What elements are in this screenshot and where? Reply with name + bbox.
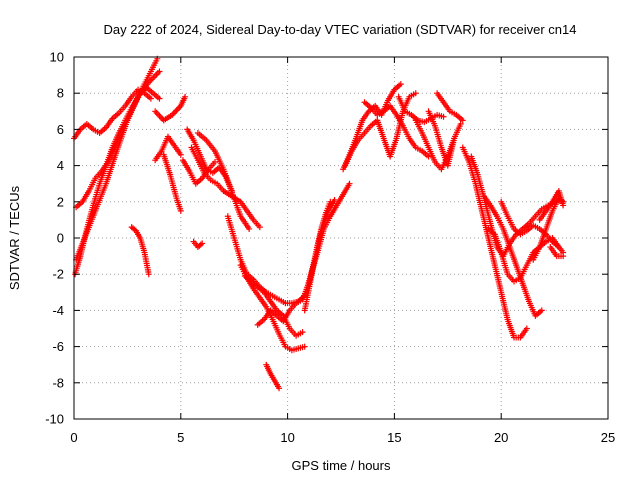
data-marks [71, 55, 567, 392]
x-tick-label: 5 [177, 430, 184, 445]
series-sat-af [498, 198, 567, 256]
data-point [560, 202, 567, 209]
series-sat-e [128, 224, 152, 278]
data-point [147, 95, 154, 102]
data-point [182, 93, 189, 100]
y-tick-label: -2 [52, 267, 64, 282]
series-sat-ag [530, 195, 567, 263]
data-point [440, 113, 447, 120]
data-point [145, 271, 152, 278]
grid [74, 57, 608, 419]
x-tick-label: 20 [494, 430, 508, 445]
y-tick-label: 10 [50, 50, 64, 65]
x-tick-label: 10 [280, 430, 294, 445]
y-tick-label: -6 [52, 339, 64, 354]
data-point [331, 196, 338, 203]
series-sat-z [425, 108, 464, 169]
data-point [246, 225, 253, 232]
y-tick-label: 4 [57, 158, 64, 173]
data-point [397, 81, 404, 88]
series-sat-r [263, 361, 283, 392]
y-axis: -10 -8 -6 -4 -2 0 2 4 6 8 10 [45, 50, 608, 427]
series-sat-s [282, 180, 353, 307]
series-sat-l [188, 144, 263, 231]
data-point [256, 224, 263, 231]
series-sat-d [73, 68, 163, 263]
y-axis-label: SDTVAR / TECUs [7, 185, 22, 290]
x-axis-label: GPS time / hours [292, 458, 391, 473]
series-sat-m [190, 238, 206, 251]
data-point [177, 151, 184, 158]
y-tick-label: 6 [57, 122, 64, 137]
data-point [425, 153, 432, 160]
series-sat-ai [547, 244, 567, 260]
data-point [156, 68, 163, 75]
series-sat-g [152, 93, 189, 124]
series-sat-v [342, 90, 419, 169]
data-point [523, 325, 530, 332]
series-sat-h [160, 151, 184, 214]
data-point [199, 240, 206, 247]
series-sat-w [361, 99, 432, 160]
x-tick-label: 0 [70, 430, 77, 445]
series-sat-ah [536, 187, 567, 223]
data-point [211, 158, 218, 165]
data-point [177, 207, 184, 214]
chart-title: Day 222 of 2024, Sidereal Day-to-day VTE… [103, 22, 576, 37]
series-sat-t [301, 198, 334, 314]
y-tick-label: 8 [57, 86, 64, 101]
data-point [560, 253, 567, 260]
data-point [459, 117, 466, 124]
x-tick-label: 15 [387, 430, 401, 445]
data-point [299, 329, 306, 336]
y-tick-label: -4 [52, 303, 64, 318]
data-point [276, 385, 283, 392]
x-axis: 0 5 10 15 20 25 [70, 57, 615, 445]
data-point [156, 95, 163, 102]
y-tick-label: 0 [57, 231, 64, 246]
data-point [327, 198, 334, 205]
y-tick-label: -8 [52, 375, 64, 390]
data-point [412, 90, 419, 97]
series-sat-aa [434, 90, 466, 124]
y-tick-label: 2 [57, 194, 64, 209]
y-tick-label: -10 [45, 412, 64, 427]
data-point [301, 343, 308, 350]
data-point [538, 307, 545, 314]
series-sat-f [152, 133, 184, 164]
x-tick-label: 25 [601, 430, 615, 445]
data-point [346, 180, 353, 187]
